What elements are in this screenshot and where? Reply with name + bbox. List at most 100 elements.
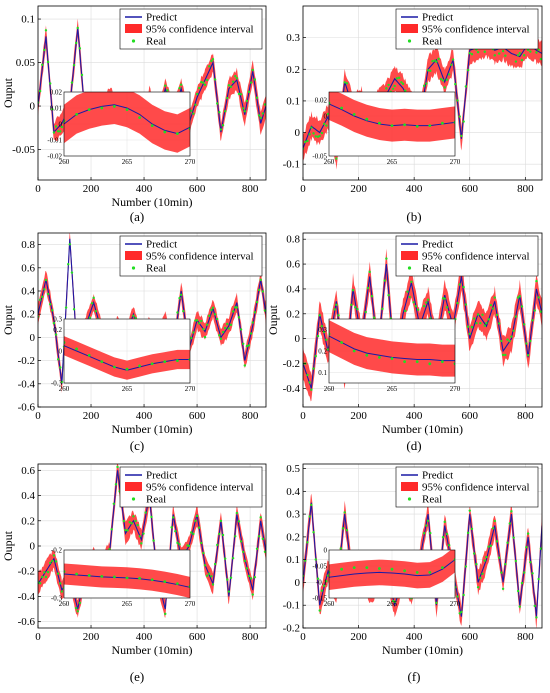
real-point [443, 297, 446, 300]
real-point [341, 527, 345, 530]
real-point [70, 81, 74, 84]
y-axis-label: Ouput [1, 77, 15, 108]
real-point [525, 545, 528, 549]
y-tick-label: 0.4 [21, 490, 35, 502]
real-point [229, 576, 233, 580]
y-tick-label: 0.05 [16, 57, 36, 69]
real-point [243, 364, 246, 367]
real-point [304, 140, 307, 144]
real-point [526, 48, 530, 52]
real-point [72, 308, 76, 311]
real-point [112, 502, 116, 505]
x-tick-label: 800 [242, 631, 259, 643]
real-point [211, 583, 215, 586]
real-point [464, 303, 468, 306]
x-tick-label: 600 [189, 631, 206, 643]
real-point [410, 280, 413, 284]
real-point [326, 574, 330, 577]
real-point [431, 59, 434, 63]
inset-real-point [176, 359, 179, 362]
real-point [493, 519, 496, 523]
legend-real-label: Real [422, 36, 442, 48]
legend-box [119, 235, 263, 277]
real-point [529, 339, 532, 343]
real-point [44, 575, 48, 579]
real-point [203, 83, 207, 87]
real-point [454, 82, 457, 86]
real-point [48, 82, 52, 85]
real-point [468, 509, 471, 512]
real-point [197, 86, 201, 90]
real-point [216, 543, 219, 547]
real-point [124, 528, 127, 532]
real-point [481, 313, 484, 316]
inset-y-tick-label: -0.1 [316, 579, 328, 587]
chart-panel: 0 200 400 600 800 -0.6 -0.4 -0.2 0 0.2 0.4 0.6 Numbe… [1, 463, 267, 684]
real-point [308, 133, 311, 136]
real-point [320, 325, 324, 328]
inset-real-point [415, 571, 419, 574]
real-point [59, 582, 62, 585]
inset-y-tick-label: 0.2 [318, 348, 327, 356]
real-point [393, 600, 396, 604]
real-point [504, 54, 507, 57]
inset-real-point [329, 332, 331, 336]
real-point [481, 572, 484, 575]
real-point [166, 89, 169, 92]
y-tick-label: 0.2 [286, 308, 300, 320]
real-point [203, 564, 207, 567]
real-point [251, 68, 254, 72]
inset-real-point [428, 124, 432, 127]
real-point [52, 554, 56, 557]
real-point [78, 47, 82, 50]
real-point [178, 296, 181, 300]
real-point [462, 593, 465, 597]
inset-real-point [125, 576, 129, 580]
real-point [257, 535, 261, 538]
real-point [441, 536, 445, 539]
y-tick-label: 0.6 [286, 259, 300, 271]
real-point [391, 87, 395, 91]
real-point [239, 93, 243, 96]
x-axis-label: Number (10min) [112, 195, 193, 209]
real-point [443, 520, 446, 524]
legend-ci-swatch [401, 251, 418, 260]
real-point [60, 590, 64, 593]
real-point [498, 52, 501, 55]
real-point [487, 545, 490, 548]
real-point [194, 103, 197, 106]
legend-real-label: Real [422, 494, 442, 506]
real-point [466, 325, 470, 328]
real-point [447, 73, 451, 76]
real-point [48, 561, 52, 565]
real-point [320, 131, 324, 135]
x-tick-label: 200 [350, 631, 367, 643]
real-point [210, 59, 213, 63]
inset-real-point [125, 367, 129, 371]
inset-real-point [75, 347, 78, 351]
x-tick-label: 800 [242, 183, 259, 195]
real-point [51, 108, 54, 111]
real-point [227, 590, 231, 593]
legend-ci-label: 95% confidence interval [422, 482, 530, 494]
real-point [533, 309, 536, 312]
real-point [529, 561, 532, 564]
inset-real-point [365, 117, 369, 121]
y-tick-label: 0.2 [21, 309, 35, 321]
legend-real-swatch [407, 266, 412, 270]
real-point [80, 73, 84, 77]
legend-real-label: Real [422, 263, 442, 275]
real-point [498, 322, 501, 325]
inset-real-point [352, 349, 356, 353]
real-point [476, 313, 480, 316]
inset-y-tick-label: -0.02 [47, 153, 62, 161]
inset-real-point [403, 123, 406, 127]
real-point [404, 309, 407, 313]
legend-predict-label: Predict [422, 239, 453, 251]
real-point [251, 593, 254, 596]
legend-real-swatch [131, 39, 136, 43]
panel-caption: (c) [130, 438, 144, 453]
